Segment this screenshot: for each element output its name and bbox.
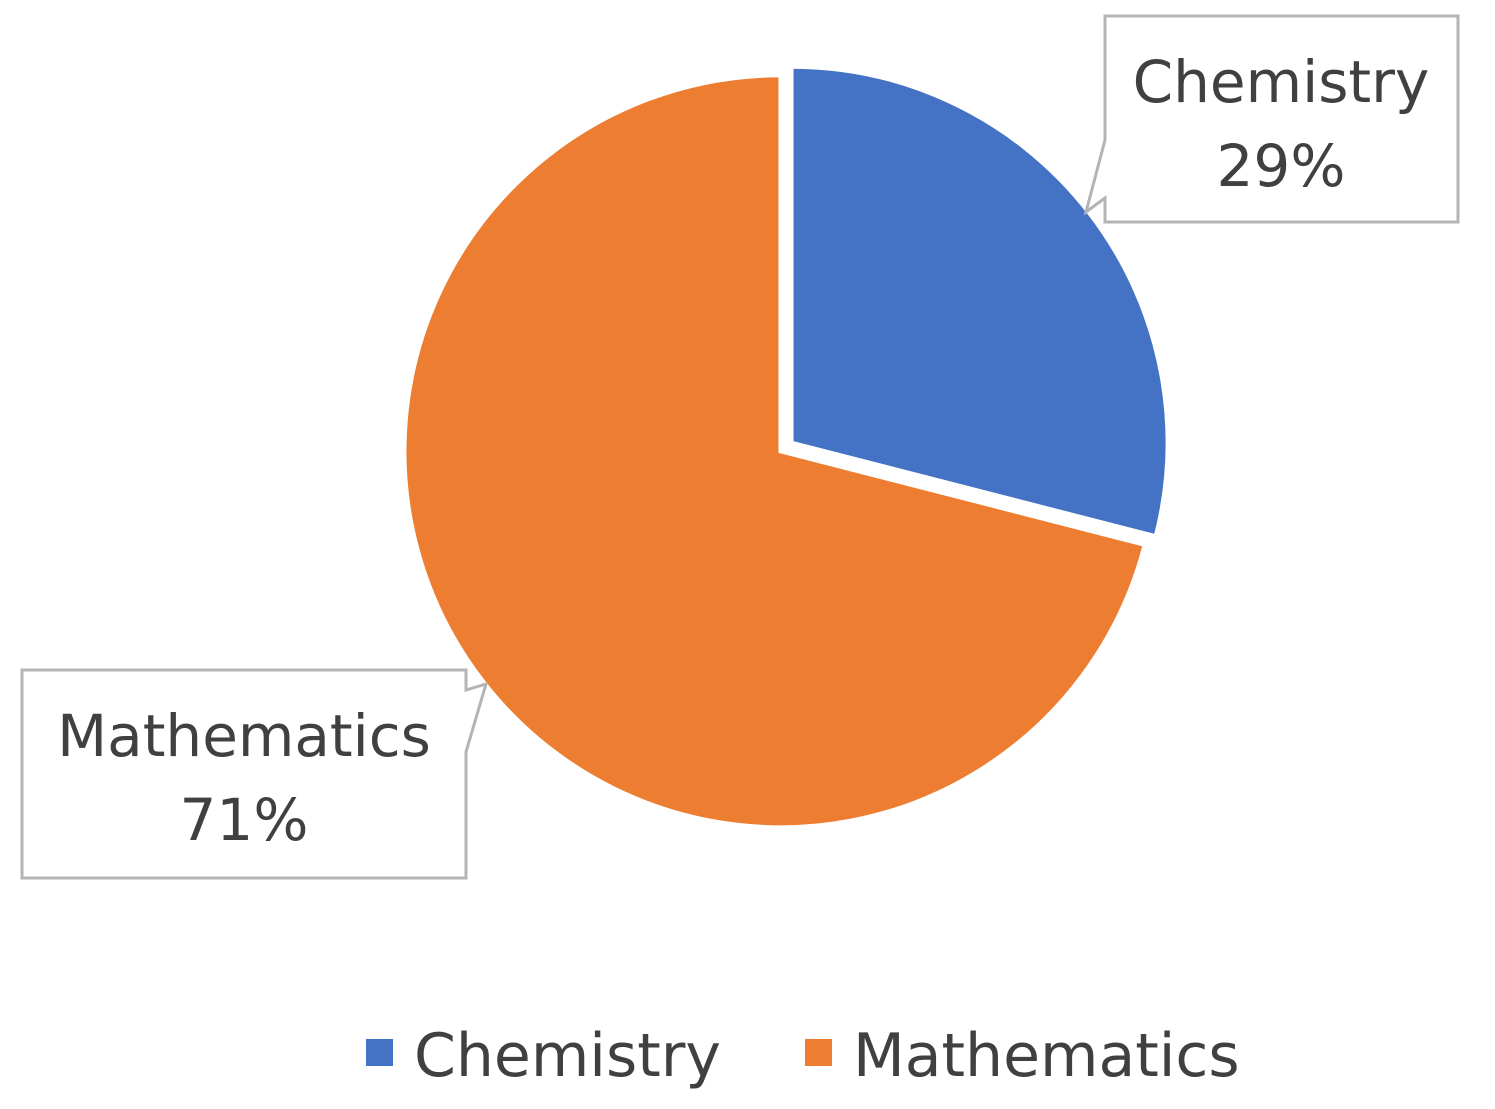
- legend-swatch-mathematics: [805, 1039, 832, 1066]
- pie-slice-chemistry: [789, 64, 1170, 539]
- pie-slices: [402, 64, 1170, 830]
- data-label-chemistry-percent: 29%: [1217, 132, 1346, 200]
- legend-swatch-chemistry: [366, 1039, 393, 1066]
- callout-box-mathematics: [20, 668, 489, 880]
- legend: Chemistry Mathematics: [366, 1021, 1240, 1091]
- legend-label-chemistry: Chemistry: [414, 1021, 721, 1091]
- data-label-mathematics-percent: 71%: [180, 786, 309, 854]
- callout-box-chemistry: [1083, 14, 1460, 224]
- legend-label-mathematics: Mathematics: [853, 1021, 1240, 1091]
- data-label-chemistry-category: Chemistry: [1133, 48, 1430, 116]
- data-label-mathematics: Mathematics 71%: [20, 668, 489, 880]
- data-label-mathematics-category: Mathematics: [57, 702, 431, 770]
- data-label-chemistry: Chemistry 29%: [1083, 14, 1460, 224]
- pie-slice-mathematics: [402, 73, 1148, 830]
